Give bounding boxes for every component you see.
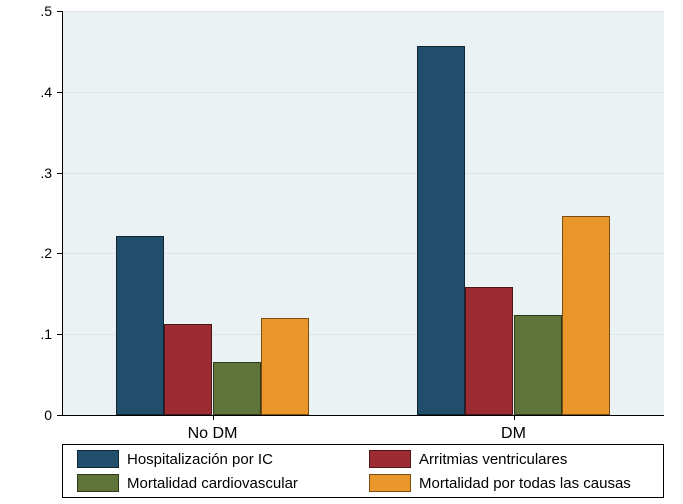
x-axis	[62, 415, 664, 416]
legend-item: Mortalidad por todas las causas	[369, 474, 649, 492]
bar	[116, 236, 164, 415]
bar	[417, 46, 465, 415]
ytick-label: .1	[40, 326, 62, 342]
bar	[261, 318, 309, 415]
ytick-label: .4	[40, 84, 62, 100]
legend-swatch	[77, 450, 119, 468]
y-axis	[62, 11, 63, 415]
bar	[465, 287, 513, 415]
legend-item: Arritmias ventriculares	[369, 450, 649, 468]
legend-label: Arritmias ventriculares	[419, 451, 567, 468]
legend-swatch	[77, 474, 119, 492]
ytick-label: .2	[40, 245, 62, 261]
figure: 0.1.2.3.4.5No DMDM Hospitalización por I…	[0, 0, 683, 504]
legend-label: Hospitalización por IC	[127, 451, 273, 468]
xtick-label: DM	[501, 415, 526, 443]
grid-line	[62, 92, 664, 93]
ytick-label: .3	[40, 165, 62, 181]
plot-area: 0.1.2.3.4.5No DMDM	[62, 11, 664, 415]
legend-item: Mortalidad cardiovascular	[77, 474, 357, 492]
legend-swatch	[369, 450, 411, 468]
legend-label: Mortalidad por todas las causas	[419, 475, 631, 492]
ytick-label: 0	[44, 407, 62, 423]
ytick-label: .5	[40, 3, 62, 19]
legend-label: Mortalidad cardiovascular	[127, 475, 298, 492]
xtick-label: No DM	[188, 415, 238, 443]
bar	[514, 315, 562, 415]
legend-item: Hospitalización por IC	[77, 450, 357, 468]
grid-line	[62, 173, 664, 174]
grid-line	[62, 11, 664, 12]
bar	[164, 324, 212, 415]
bar	[562, 216, 610, 415]
bar	[213, 362, 261, 415]
legend: Hospitalización por IC Arritmias ventricu…	[62, 444, 664, 498]
legend-swatch	[369, 474, 411, 492]
